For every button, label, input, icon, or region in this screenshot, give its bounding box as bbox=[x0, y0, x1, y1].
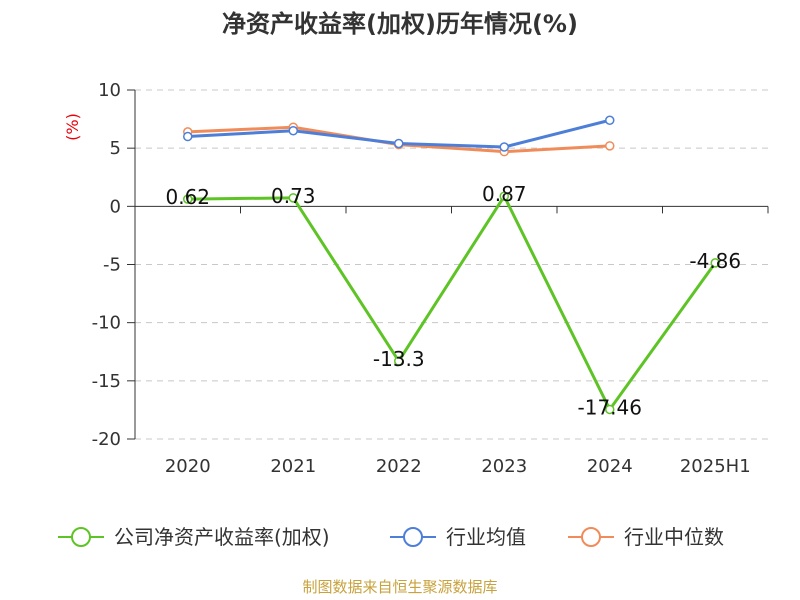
chart-title: 净资产收益率(加权)历年情况(%) bbox=[222, 10, 578, 38]
y-tick-label: -5 bbox=[103, 255, 121, 276]
data-point bbox=[288, 193, 298, 203]
x-tick-label: 2020 bbox=[165, 456, 211, 477]
y-tick-label: -20 bbox=[92, 429, 121, 450]
x-tick-label: 2024 bbox=[587, 456, 633, 477]
data-point bbox=[499, 142, 509, 152]
data-label: -13.3 bbox=[373, 347, 425, 371]
data-label: 0.73 bbox=[271, 184, 316, 208]
legend-label: 公司净资产收益率(加权) bbox=[114, 525, 330, 549]
x-tick-label: 2021 bbox=[270, 456, 316, 477]
legend-label: 行业中位数 bbox=[624, 525, 724, 549]
x-axis: 2020 2021 2022 2023 2024 2025H1 bbox=[134, 205, 769, 477]
data-labels: 0.62 0.73 -13.3 0.87 -17.46 -4.86 bbox=[165, 182, 741, 419]
y-axis-label: (%) bbox=[63, 113, 82, 141]
data-label: -4.86 bbox=[689, 249, 741, 273]
x-tick-label: 2023 bbox=[481, 456, 527, 477]
gridlines bbox=[135, 89, 768, 440]
y-tick-label: 0 bbox=[110, 196, 121, 217]
legend-marker bbox=[403, 527, 423, 547]
data-point bbox=[183, 131, 193, 142]
y-tick-label: 5 bbox=[110, 138, 121, 159]
data-point bbox=[394, 138, 404, 149]
x-tick-label: 2025H1 bbox=[680, 456, 751, 477]
x-tick-label: 2022 bbox=[376, 456, 422, 477]
data-point bbox=[605, 404, 615, 415]
series-line bbox=[187, 194, 717, 411]
data-label: 0.62 bbox=[165, 185, 210, 209]
data-point bbox=[288, 125, 298, 136]
data-point bbox=[183, 194, 193, 204]
data-point bbox=[710, 258, 720, 268]
data-point bbox=[499, 191, 509, 201]
legend: 公司净资产收益率(加权) 行业均值 行业中位数 bbox=[58, 525, 724, 549]
y-axis-ticks: 10 5 0 -5 -10 -15 -20 bbox=[92, 80, 136, 450]
y-tick-label: 10 bbox=[98, 80, 121, 101]
data-point bbox=[394, 356, 404, 366]
legend-marker bbox=[71, 527, 91, 547]
y-tick-label: -15 bbox=[92, 371, 121, 392]
legend-label: 行业均值 bbox=[446, 525, 526, 549]
legend-marker bbox=[581, 527, 601, 547]
source-note: 制图数据来自恒生聚源数据库 bbox=[302, 578, 497, 596]
data-label: 0.87 bbox=[482, 182, 527, 206]
data-label: -17.46 bbox=[578, 395, 642, 419]
y-tick-label: -10 bbox=[92, 313, 121, 334]
data-point bbox=[605, 115, 615, 125]
data-point bbox=[605, 141, 615, 151]
series-group bbox=[183, 115, 720, 415]
